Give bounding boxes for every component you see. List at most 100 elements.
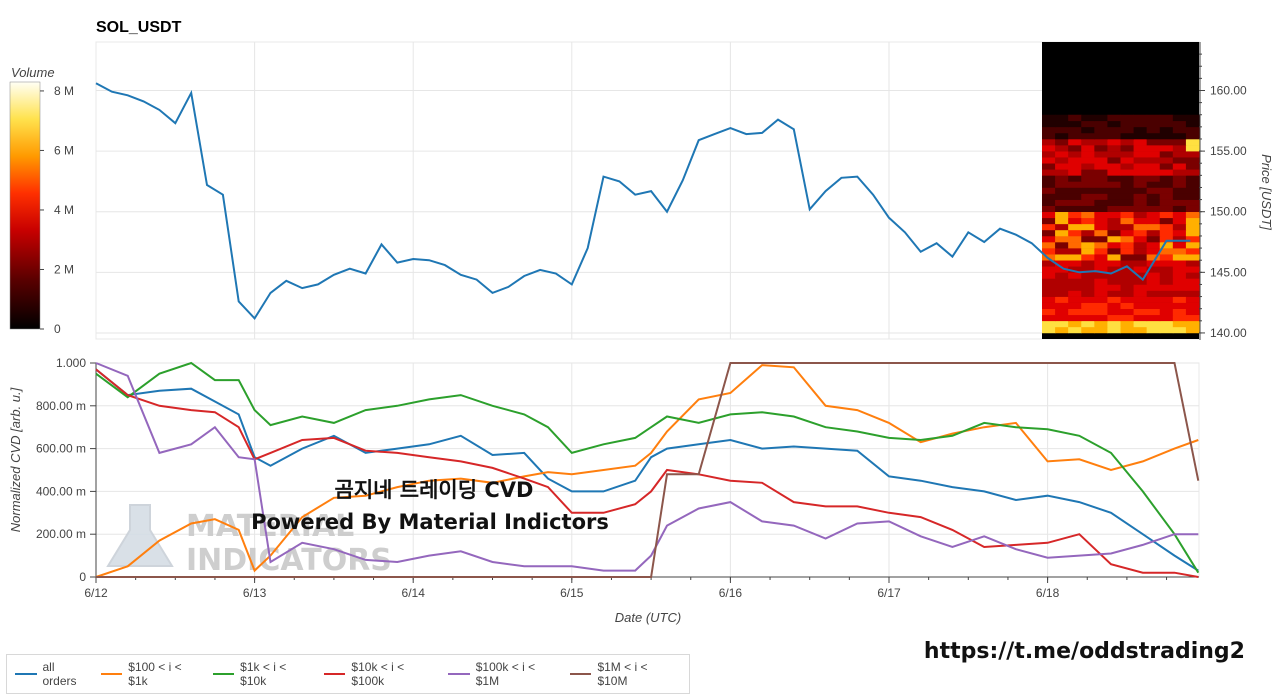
legend: all orders $100 < i < $1k $1k < i < $10k $1… [6, 654, 690, 694]
heatmap-cell [1055, 254, 1069, 261]
legend-item[interactable]: $10k < i < $100k [323, 660, 438, 688]
legend-item[interactable]: $100k < i < $1M [448, 660, 560, 688]
heatmap-cell [1120, 290, 1135, 297]
heatmap-cell [1172, 193, 1187, 200]
heatmap-cell [1055, 248, 1069, 255]
heatmap-cell [1146, 223, 1161, 231]
heatmap-cell [1185, 229, 1200, 237]
heatmap-cell [1146, 151, 1161, 158]
heatmap-cell [1185, 266, 1200, 273]
heatmap-cell [1042, 314, 1056, 322]
heatmap-cell [1120, 126, 1135, 134]
heatmap-cell [1159, 260, 1174, 267]
heatmap-cell [1094, 326, 1108, 334]
heatmap-cell [1055, 242, 1069, 249]
cvd-series-line [95, 368, 1199, 572]
heatmap-cell [1146, 169, 1161, 176]
colorbar-gradient [9, 81, 41, 330]
heatmap-cell [1068, 205, 1082, 213]
heatmap-cell [1120, 193, 1135, 200]
heatmap-cell [1120, 254, 1135, 261]
heatmap-cell [1107, 223, 1121, 231]
legend-item[interactable]: $1k < i < $10k [212, 660, 314, 688]
volume-colorbar: Volume 0 2 M 4 M 6 M 8 M [9, 65, 74, 336]
heatmap-cell [1159, 272, 1174, 279]
heatmap-cell [1055, 169, 1069, 176]
heatmap-cell [1094, 145, 1108, 152]
heatmap-cell [1120, 181, 1135, 188]
heatmap-cell [1055, 296, 1069, 303]
heatmap-cell [1185, 326, 1200, 334]
heatmap-cell [1094, 217, 1108, 225]
heatmap-cell [1172, 181, 1187, 188]
heatmap-cell [1172, 260, 1187, 267]
heatmap-cell [1081, 278, 1095, 285]
heatmap-cell [1133, 248, 1148, 255]
heatmap-cell [1133, 266, 1148, 273]
legend-item[interactable]: $100 < i < $1k [100, 660, 203, 688]
heatmap-cell [1081, 187, 1095, 194]
heatmap-cell [1081, 302, 1095, 309]
heatmap-cell [1172, 145, 1187, 152]
heatmap-cell [1042, 278, 1056, 285]
cvd-panel-frame [95, 362, 1200, 578]
heatmap-cell [1094, 187, 1108, 194]
heatmap-cell [1120, 314, 1135, 322]
heatmap-cell [1081, 151, 1095, 158]
heatmap-cell [1159, 205, 1174, 213]
colorbar-tick-label: 0 [54, 322, 61, 336]
cvd-x-tick-label: 6/15 [560, 586, 584, 600]
legend-label: $10k < i < $100k [351, 660, 405, 688]
legend-label: all orders [42, 660, 77, 688]
legend-item[interactable]: all orders [15, 660, 91, 688]
chart-title: SOL_USDT [96, 19, 182, 36]
heatmap-cell [1068, 193, 1082, 200]
heatmap-cell [1068, 138, 1082, 146]
heatmap-cell [1068, 175, 1082, 182]
heatmap-cell [1185, 138, 1200, 146]
heatmap-cell [1172, 205, 1187, 213]
heatmap-cell [1094, 260, 1108, 267]
heatmap-cell [1055, 284, 1069, 291]
heatmap-cell [1120, 157, 1135, 164]
heatmap-cell [1185, 278, 1200, 285]
heatmap-cell [1081, 290, 1095, 297]
heatmap-cell [1159, 151, 1174, 158]
heatmap-cell [1146, 175, 1161, 182]
heatmap-cell [1172, 308, 1187, 316]
heatmap-cell [1146, 193, 1161, 200]
heatmap-cell [1172, 314, 1187, 322]
heatmap-cell [1068, 326, 1082, 334]
heatmap-cell [1172, 272, 1187, 279]
cvd-series-lines [95, 361, 1200, 578]
x-axis-title: Date (UTC) [615, 610, 681, 625]
colorbar-tick-label: 2 M [54, 262, 74, 276]
heatmap-cell [1146, 145, 1161, 152]
heatmap-cell [1042, 199, 1056, 206]
heatmap-cell [1042, 157, 1056, 164]
cvd-x-tick-label: 6/18 [1036, 586, 1060, 600]
heatmap-cell [1042, 169, 1056, 176]
heatmap-cell [1107, 320, 1121, 328]
colorbar-tick-label: 8 M [54, 84, 74, 98]
heatmap-cell [1120, 302, 1135, 309]
heatmap-cell [1172, 126, 1187, 134]
heatmap-cell [1159, 126, 1174, 134]
legend-swatch [448, 673, 470, 675]
heatmap-cell [1172, 266, 1187, 273]
heatmap-cell [1081, 163, 1095, 170]
heatmap-cell [1185, 181, 1200, 188]
heatmap-cell [1042, 254, 1056, 261]
heatmap-cell [1081, 205, 1095, 213]
heatmap-cell [1159, 326, 1174, 334]
heatmap-cell [1120, 151, 1135, 158]
heatmap-cell [1068, 126, 1082, 134]
heatmap-cell [1081, 126, 1095, 134]
heatmap-cell [1133, 181, 1148, 188]
legend-item[interactable]: $1M < i < $10M [569, 660, 679, 688]
heatmap-cell [1042, 229, 1056, 237]
price-axis-title: Price [USDT] [1259, 154, 1274, 230]
heatmap-cell [1068, 151, 1082, 158]
overlay-title: 곰지네 트레이딩 CVD [335, 478, 534, 502]
heatmap-cell [1107, 205, 1121, 213]
